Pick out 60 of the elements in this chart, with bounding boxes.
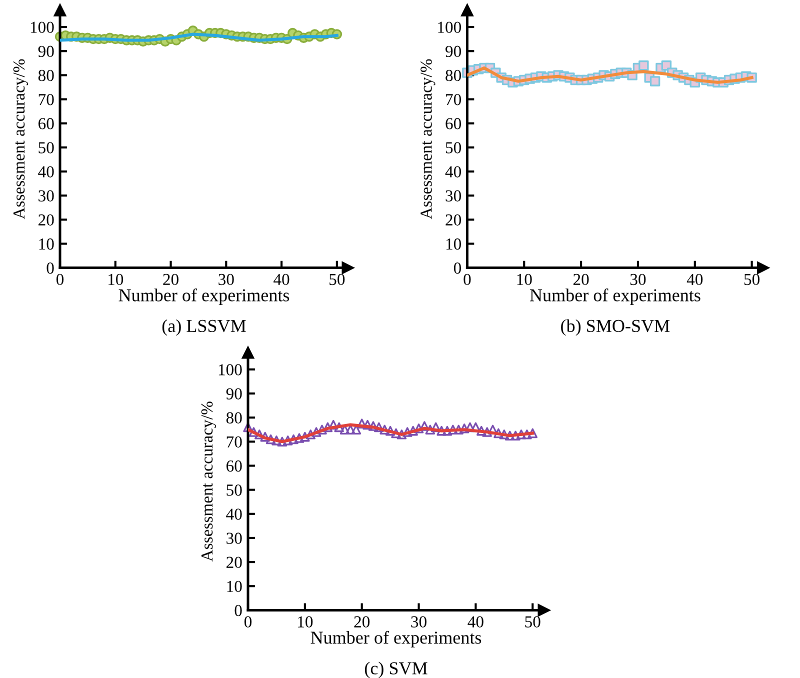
y-tick-label: 40 — [38, 166, 54, 178]
y-tick-label: 100 — [218, 364, 242, 376]
y-tick-label: 80 — [446, 70, 462, 82]
x-tick-label: 40 — [274, 274, 290, 286]
y-tick-label: 10 — [227, 580, 242, 592]
y-tick-label: 20 — [38, 214, 54, 226]
y-tick-label: 20 — [446, 214, 462, 226]
x-tick-label: 30 — [411, 616, 426, 628]
y-tick-label: 50 — [226, 484, 242, 496]
x-tick-label: 0 — [464, 274, 471, 286]
y-tick-label: 40 — [445, 166, 462, 178]
y-tick-label: 100 — [438, 22, 462, 33]
y-tick-label: 50 — [446, 142, 462, 154]
x-tick-label: 20 — [573, 274, 589, 286]
x-tick-label: 20 — [354, 616, 370, 628]
y-tick-label: 60 — [226, 460, 242, 472]
x-tick-label: 40 — [468, 616, 484, 628]
y-tick-label: 0 — [46, 262, 54, 274]
x-tick-label: 10 — [298, 616, 313, 628]
y-tick-label: 70 — [446, 94, 462, 106]
x-tick-label: 10 — [108, 274, 124, 286]
y-tick-label: 10 — [446, 238, 462, 250]
y-tick-label: 30 — [38, 190, 54, 202]
y-tick-label: 10 — [39, 238, 54, 250]
y-tick-label: 90 — [446, 46, 462, 58]
y-tick-label: 30 — [226, 532, 242, 544]
text: (a) LSSVM — [162, 319, 246, 336]
x-tick-label: 30 — [630, 274, 646, 286]
y-axis-title: Assessment accuracy/% — [201, 402, 216, 562]
x-tick-label: 0 — [56, 274, 64, 286]
y-tick-label: 40 — [226, 508, 242, 520]
y-tick-label: 70 — [226, 436, 242, 448]
y-tick-label: 50 — [38, 142, 54, 154]
y-tick-label: 0 — [234, 604, 242, 616]
y-axis-title: Assessment accuracy/% — [13, 59, 28, 220]
text: (b) SMO-SVM — [561, 319, 670, 336]
x-tick-label: 40 — [686, 274, 703, 286]
y-tick-label: 80 — [226, 412, 242, 424]
y-tick-label: 90 — [226, 388, 242, 400]
x-tick-label: 0 — [244, 616, 252, 628]
y-tick-label: 30 — [446, 190, 462, 202]
y-tick-label: 60 — [38, 118, 54, 130]
x-tick-label: 20 — [163, 274, 178, 286]
y-tick-label: 60 — [446, 118, 462, 130]
x-tick-label: 10 — [517, 274, 532, 286]
y-tick-label: 20 — [226, 556, 242, 568]
text: (c) SVM — [364, 662, 428, 678]
x-tick-label: 50 — [330, 274, 345, 286]
y-tick-label: 70 — [38, 94, 54, 106]
y-tick-label: 0 — [454, 262, 462, 274]
x-tick-label: 30 — [218, 274, 234, 286]
y-tick-label: 90 — [38, 46, 54, 58]
y-axis-title: Assessment accuracy/% — [420, 59, 436, 220]
x-axis-title: Number of experiments — [310, 630, 482, 648]
x-tick-label: 50 — [744, 274, 760, 286]
y-tick-label: 80 — [38, 70, 54, 82]
x-axis-title: Number of experiments — [118, 288, 290, 306]
y-tick-label: 100 — [30, 22, 54, 33]
x-axis-title: Number of experiments — [530, 288, 700, 306]
x-tick-label: 50 — [525, 616, 540, 628]
